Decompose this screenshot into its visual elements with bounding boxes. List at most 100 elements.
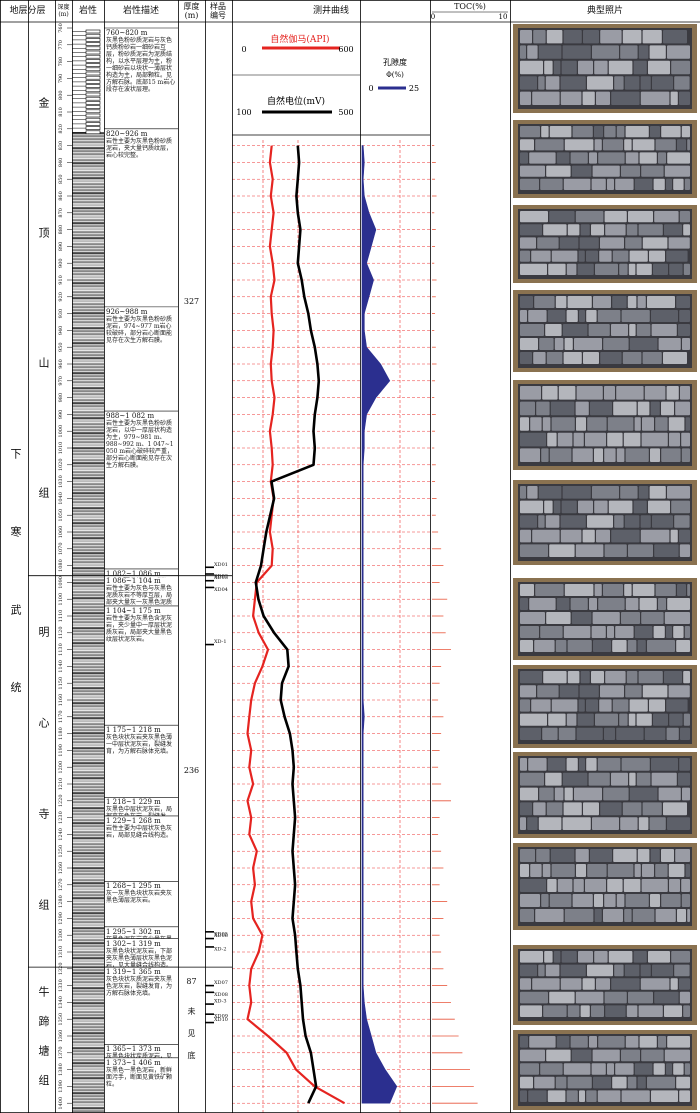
- lithology-stripe: [72, 387, 104, 390]
- core-piece: [622, 30, 642, 44]
- lithology-stripe: [72, 201, 104, 204]
- core-piece: [578, 60, 593, 75]
- lithology-stripe: [72, 945, 104, 948]
- core-piece: [543, 1005, 567, 1017]
- core-photo: [513, 665, 697, 748]
- lithology-stripe: [72, 180, 104, 183]
- core-piece: [592, 486, 619, 499]
- core-piece: [664, 612, 690, 624]
- description: 760~820 m 灰黑色粉砂质泥岩与灰色钙质粉砂岩一细砂岩互层，粉砂质泥岩为泥质…: [106, 29, 177, 129]
- core-piece: [649, 817, 666, 830]
- core-piece: [592, 612, 620, 624]
- core-piece: [535, 584, 564, 596]
- lithology-stripe: [72, 594, 104, 597]
- core-piece: [658, 598, 666, 610]
- core-piece: [642, 417, 654, 431]
- core-piece: [634, 864, 641, 877]
- sample-label: XD-3: [214, 999, 227, 1005]
- lithology-stripe: [72, 828, 104, 831]
- core-piece: [654, 991, 679, 1004]
- depth-label: 1350: [58, 1013, 64, 1026]
- depth-label: 1110: [58, 610, 64, 623]
- lithology-stripe: [72, 258, 104, 261]
- lithology-stripe: [72, 696, 104, 699]
- core-piece: [520, 802, 532, 816]
- core-piece: [533, 802, 546, 816]
- core-piece: [683, 263, 690, 275]
- core-piece: [670, 529, 678, 543]
- core-photo: [513, 380, 697, 470]
- core-piece: [604, 727, 615, 740]
- lithology-stripe: [72, 1008, 104, 1011]
- lithology-stripe: [72, 297, 104, 300]
- lithology-stripe: [72, 1101, 104, 1104]
- core-piece: [590, 401, 612, 416]
- core-piece: [612, 296, 627, 308]
- lithology-stripe: [72, 771, 104, 774]
- core-piece: [520, 1063, 539, 1075]
- lithology-stripe: [72, 474, 104, 477]
- header-description: 岩性描述: [122, 5, 159, 16]
- core-piece: [653, 1063, 665, 1075]
- core-piece: [604, 126, 616, 138]
- core-piece: [625, 126, 649, 138]
- core-piece: [650, 849, 660, 862]
- core-piece: [664, 1005, 682, 1017]
- lithology-stripe: [72, 867, 104, 870]
- core-piece: [605, 671, 626, 684]
- depth-label: 800: [58, 90, 64, 100]
- lithology-stripe: [72, 450, 104, 453]
- core-piece: [583, 30, 599, 44]
- lithology-stripe: [72, 255, 104, 258]
- core-piece: [533, 30, 546, 44]
- core-piece: [638, 1005, 663, 1017]
- lithology-stripe: [72, 153, 104, 156]
- core-piece: [520, 224, 542, 236]
- lithology-stripe: [72, 603, 104, 606]
- lithology-stripe: [72, 1011, 104, 1014]
- core-photo: [513, 480, 697, 565]
- core-piece: [520, 296, 533, 308]
- core-piece: [580, 671, 590, 684]
- lithology-stripe: [72, 405, 104, 408]
- core-piece: [612, 250, 629, 262]
- core-piece: [597, 1090, 621, 1102]
- core-piece: [520, 758, 527, 771]
- core-piece: [535, 139, 564, 151]
- core-piece: [554, 338, 564, 350]
- lithology-stripe: [72, 939, 104, 942]
- description-range: 820~926 m: [106, 129, 148, 138]
- lithology-stripe: [72, 501, 104, 504]
- core-piece: [639, 1036, 657, 1048]
- core-piece: [648, 951, 670, 963]
- core-piece: [639, 152, 657, 164]
- header-thickness: 厚度(m): [183, 2, 200, 20]
- core-piece: [527, 45, 538, 59]
- lithology-stripe: [72, 711, 104, 714]
- core-piece: [627, 1076, 637, 1089]
- lithology-stripe: [72, 360, 104, 363]
- core-piece: [663, 352, 687, 364]
- depth-label: 1050: [58, 509, 64, 522]
- core-piece: [556, 598, 570, 610]
- core-piece: [640, 964, 651, 977]
- lithology-stripe: [72, 240, 104, 243]
- core-piece: [534, 640, 555, 652]
- lithology-stripe: [72, 978, 104, 981]
- lithology-stripe: [72, 324, 104, 327]
- core-piece: [637, 1076, 646, 1089]
- core-piece: [542, 417, 551, 431]
- lithology-stripe: [72, 186, 104, 189]
- lithology-stripe: [72, 210, 104, 213]
- core-piece: [616, 126, 625, 138]
- core-piece: [608, 500, 633, 514]
- core-piece: [676, 1076, 690, 1089]
- core-piece: [559, 237, 579, 249]
- lithology-stripe: [72, 591, 104, 594]
- core-piece: [520, 598, 528, 610]
- lithology-stripe: [72, 762, 104, 765]
- lithology-stripe: [72, 261, 104, 264]
- core-piece: [640, 91, 670, 105]
- lithology-stripe: [72, 639, 104, 642]
